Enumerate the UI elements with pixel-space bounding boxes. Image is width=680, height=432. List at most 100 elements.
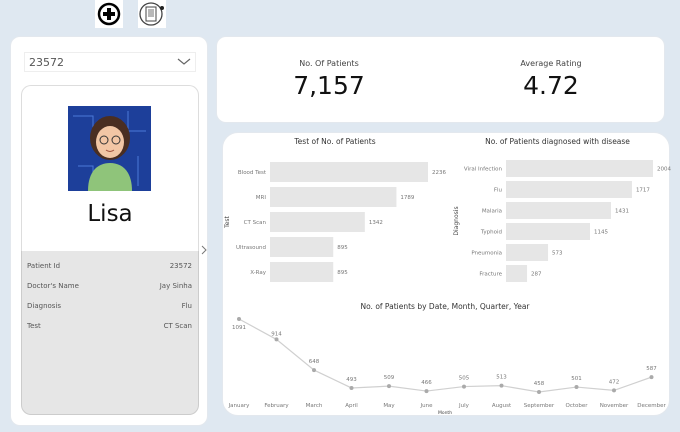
line-point (237, 317, 241, 322)
medical-report-icon (139, 2, 164, 26)
patient-id-dropdown[interactable]: 23572 (24, 52, 196, 72)
bar-value-label: 1342 (369, 220, 383, 226)
x-tick-label: May (383, 403, 395, 409)
line-point (537, 390, 541, 394)
bar-category-label: Typhoid (480, 230, 502, 236)
line-point (424, 389, 429, 394)
detail-label: Test (27, 322, 41, 330)
bar (506, 181, 632, 198)
avatar-image (73, 111, 146, 191)
avatar (68, 106, 151, 191)
bar-value-label: 573 (552, 251, 563, 257)
bar-category-label: Pneumonia (471, 251, 502, 257)
x-tick-label: August (492, 403, 512, 409)
line-point (574, 385, 579, 390)
report-button[interactable] (138, 0, 166, 28)
add-button[interactable] (95, 0, 123, 28)
bar-category-label: X-Ray (250, 270, 267, 276)
bar-category-label: MRI (256, 195, 267, 201)
detail-value: Flu (181, 302, 192, 310)
kpi-card (216, 36, 665, 123)
bar-category-label: Malaria (482, 209, 502, 215)
chevron-down-icon (177, 58, 191, 65)
kpi-value-patients: 7,157 (293, 71, 365, 100)
kpi-value-rating: 4.72 (523, 71, 579, 100)
month-chart-title: No. of Patients by Date, Month, Quarter,… (360, 302, 530, 311)
x-tick-label: June (420, 403, 434, 409)
line-point (462, 384, 466, 389)
bar (506, 265, 528, 282)
dropdown-value: 23572 (29, 55, 64, 69)
line-series (238, 318, 652, 393)
point-label: 493 (346, 377, 357, 383)
bar (270, 212, 365, 232)
bar-category-label: Ultrasound (236, 245, 266, 251)
line-point (499, 383, 504, 388)
bar-value-label: 2004 (657, 167, 671, 173)
x-tick-label: February (264, 403, 289, 409)
bar (270, 162, 428, 182)
details-section (21, 251, 199, 415)
x-axis-label: Month (438, 410, 452, 416)
bar (506, 202, 611, 219)
diagnosis-chart-title: No. of Patients diagnosed with disease (485, 137, 630, 146)
bar (506, 160, 653, 177)
x-tick-label: July (458, 403, 470, 409)
bar (506, 244, 549, 261)
x-tick-label: November (600, 403, 629, 409)
line-point (349, 385, 354, 390)
bar (270, 262, 334, 282)
point-label: 513 (496, 375, 507, 381)
bar-value-label: 1431 (615, 209, 629, 215)
point-label: 501 (571, 376, 582, 382)
bar (506, 223, 590, 240)
bar-category-label: Viral Infection (464, 167, 503, 173)
x-tick-label: April (345, 403, 358, 409)
point-label: 1091 (232, 325, 246, 331)
bar-category-label: Fracture (479, 272, 502, 278)
line-point (612, 388, 616, 393)
detail-value: 23572 (169, 262, 192, 270)
y-axis-label: Diagnosis (453, 206, 460, 235)
bar-value-label: 895 (337, 245, 348, 251)
point-label: 505 (459, 376, 470, 382)
bar-value-label: 1789 (400, 195, 414, 201)
point-label: 472 (609, 379, 620, 385)
point-label: 914 (271, 331, 282, 337)
kpi-label-rating: Average Rating (520, 59, 582, 68)
bar-category-label: CT Scan (244, 220, 267, 226)
line-point (274, 337, 279, 342)
test-chart-title: Test of No. of Patients (294, 137, 376, 146)
detail-value: CT Scan (163, 322, 192, 330)
bar-value-label: 2236 (432, 170, 446, 176)
point-label: 509 (384, 375, 395, 381)
patient-name: Lisa (87, 201, 133, 227)
bar-value-label: 1717 (636, 188, 650, 194)
detail-label: Doctor's Name (27, 282, 79, 290)
x-tick-label: October (565, 403, 588, 409)
line-point (387, 384, 391, 389)
plus-circle-icon (97, 2, 121, 26)
bar-category-label: Blood Test (238, 170, 267, 176)
line-point (312, 368, 316, 373)
line-point (649, 375, 654, 380)
y-axis-label: Test (224, 215, 231, 228)
bar-category-label: Flu (494, 188, 502, 194)
bar (270, 237, 334, 257)
detail-label: Diagnosis (27, 302, 62, 310)
bar-value-label: 895 (337, 270, 348, 276)
bar-value-label: 287 (531, 272, 542, 278)
chevron-right-icon[interactable] (200, 245, 208, 255)
bar-value-label: 1145 (594, 230, 608, 236)
point-label: 587 (646, 366, 657, 372)
bar (270, 187, 397, 207)
detail-label: Patient Id (27, 262, 61, 270)
x-tick-label: September (524, 403, 555, 409)
x-tick-label: March (306, 403, 323, 409)
detail-value: Jay Sinha (159, 282, 192, 290)
x-tick-label: December (637, 403, 666, 409)
point-label: 648 (309, 359, 320, 365)
kpi-label-patients: No. Of Patients (299, 59, 359, 68)
point-label: 458 (534, 381, 545, 387)
